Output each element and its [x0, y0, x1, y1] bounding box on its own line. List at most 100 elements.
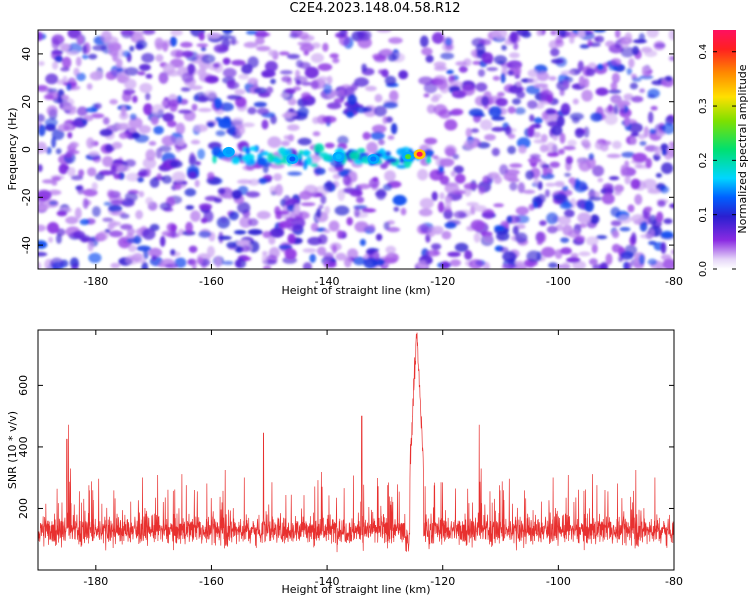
- heatmap-cell: [363, 257, 378, 269]
- heatmap-cell: [550, 30, 557, 36]
- heatmap-cell: [612, 230, 620, 239]
- heatmap-cell: [418, 260, 427, 269]
- heatmap-cell: [161, 100, 168, 107]
- heatmap-cell: [309, 253, 317, 263]
- heatmap-cell: [231, 189, 242, 200]
- heatmap-cell: [354, 207, 361, 218]
- heatmap-cell: [656, 211, 664, 223]
- heatmap-cell: [155, 41, 164, 51]
- heatmap-cell: [513, 42, 519, 50]
- heatmap-cell: [468, 259, 484, 269]
- heatmap-cell: [558, 148, 565, 155]
- heatmap-cell: [495, 97, 508, 107]
- heatmap-cell: [222, 67, 237, 78]
- heatmap-cell: [417, 224, 429, 235]
- heatmap-cell: [184, 188, 197, 197]
- heatmap-cell: [269, 227, 285, 238]
- heatmap-cell: [120, 223, 133, 230]
- heatmap-cell: [172, 171, 186, 183]
- heatmap-cell: [542, 165, 548, 176]
- heatmap-cell: [332, 57, 340, 64]
- heatmap-cell: [230, 35, 237, 46]
- heatmap-cell: [106, 189, 115, 199]
- heatmap-cell: [453, 165, 464, 174]
- heatmap-cell: [284, 248, 297, 260]
- heatmap-cell: [270, 78, 276, 85]
- heatmap-cell: [198, 230, 212, 238]
- heatmap-cell: [509, 31, 518, 43]
- heatmap-cell: [386, 226, 400, 233]
- heatmap-cell: [64, 153, 73, 158]
- heatmap-cell: [593, 30, 606, 33]
- heatmap-cell: [631, 214, 646, 224]
- heatmap-cell: [80, 236, 88, 243]
- heatmap-cell: [197, 148, 206, 160]
- heatmap-cell: [250, 159, 256, 166]
- heatmap-cell: [128, 117, 143, 129]
- heatmap-y-tick-label: -40: [20, 236, 33, 254]
- heatmap-cell: [196, 257, 204, 265]
- heatmap-cell: [322, 115, 337, 124]
- heatmap-cell: [639, 220, 648, 232]
- heatmap-cell: [500, 72, 506, 84]
- heatmap-cell: [613, 103, 619, 115]
- heatmap-cell: [90, 113, 105, 119]
- heatmap-cell: [390, 123, 398, 135]
- heatmap-cell: [668, 141, 674, 147]
- heatmap-cell: [241, 154, 251, 163]
- heatmap-cell: [525, 170, 535, 180]
- heatmap-cell: [384, 170, 396, 182]
- heatmap-cell: [559, 201, 573, 210]
- heatmap-cell: [470, 128, 480, 133]
- heatmap-cell: [139, 63, 151, 71]
- heatmap-cell: [502, 251, 517, 262]
- heatmap-cell: [385, 252, 399, 263]
- heatmap-cell: [110, 164, 117, 176]
- heatmap-cell: [40, 194, 48, 200]
- heatmap-cell: [608, 89, 622, 94]
- heatmap-cell: [174, 183, 182, 190]
- heatmap-cell: [237, 179, 252, 185]
- heatmap-cell: [76, 106, 88, 117]
- heatmap-cell: [624, 175, 631, 185]
- heatmap-cell: [61, 56, 72, 69]
- heatmap-cell: [266, 86, 274, 94]
- heatmap-cell: [425, 249, 441, 257]
- heatmap-cell: [297, 137, 312, 146]
- heatmap-cell: [393, 206, 400, 212]
- heatmap-cell: [549, 161, 560, 168]
- heatmap-cell: [204, 90, 217, 98]
- heatmap-cell: [481, 208, 495, 219]
- heatmap-cell: [514, 263, 527, 269]
- heatmap-cell: [61, 94, 69, 100]
- heatmap-cell: [392, 194, 407, 206]
- heatmap-cell: [231, 156, 241, 165]
- heatmap-cell: [135, 210, 144, 220]
- heatmap-cell: [507, 70, 515, 76]
- heatmap-cell: [175, 122, 186, 135]
- heatmap-cell: [48, 236, 54, 243]
- heatmap-cell: [282, 156, 288, 165]
- heatmap-peak: [335, 154, 342, 160]
- heatmap-cell: [47, 88, 58, 93]
- heatmap-cell: [66, 51, 79, 56]
- heatmap-cell: [151, 255, 157, 261]
- heatmap-cell: [398, 70, 409, 80]
- heatmap-cell: [145, 149, 156, 161]
- heatmap-cell: [595, 87, 609, 96]
- heatmap-cell: [587, 196, 603, 201]
- heatmap-cell: [432, 230, 443, 235]
- heatmap-cell: [537, 181, 543, 190]
- heatmap-cell: [454, 242, 469, 252]
- heatmap-cell: [277, 146, 287, 156]
- snr-x-tick-label: -80: [665, 575, 683, 588]
- heatmap-cell: [545, 142, 557, 153]
- heatmap-cell: [533, 176, 539, 186]
- heatmap-cell: [559, 88, 565, 96]
- heatmap-cell: [362, 106, 373, 113]
- heatmap-cell: [522, 189, 536, 194]
- heatmap-cell: [200, 63, 206, 74]
- heatmap-cell: [279, 92, 290, 98]
- heatmap-cell: [102, 156, 114, 167]
